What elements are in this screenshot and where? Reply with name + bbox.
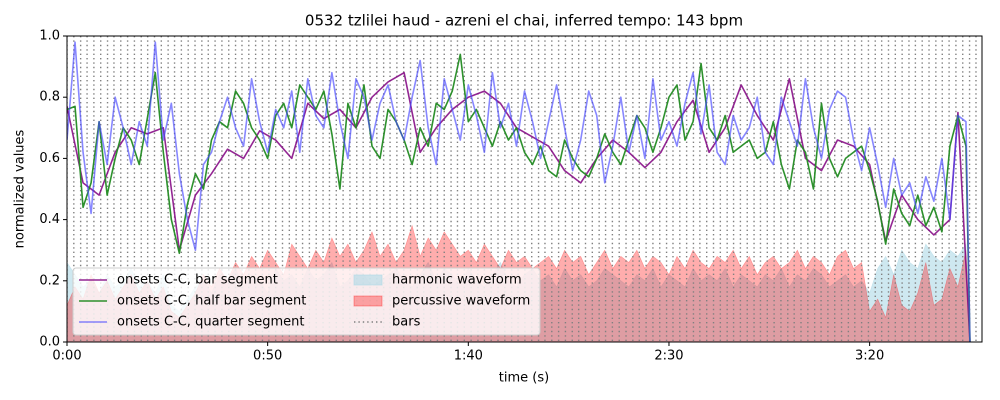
y-axis-label: normalized values <box>13 129 28 248</box>
onset-line <box>67 41 971 342</box>
legend-label: percussive waveform <box>392 294 530 309</box>
y-tick-label: 0.0 <box>39 335 60 350</box>
axes-frame <box>66 35 983 343</box>
y-tick-label: 1.0 <box>39 29 60 44</box>
x-tick-label: 2:30 <box>654 349 683 364</box>
legend-swatch <box>353 295 383 307</box>
legend-swatch <box>353 274 383 286</box>
legend: onsets C-C, bar segment onsets C-C, half … <box>72 267 541 336</box>
x-axis-label: time (s) <box>499 371 549 386</box>
y-tick-label: 0.2 <box>39 273 60 288</box>
x-tick-label: 0:00 <box>52 349 81 364</box>
x-tick-label: 3:20 <box>855 349 884 364</box>
x-tick-label: 0:50 <box>253 349 282 364</box>
y-tick-label: 0.8 <box>39 90 60 105</box>
y-tick-label: 0.4 <box>39 212 60 227</box>
legend-label: bars <box>392 315 421 330</box>
legend-label: onsets C-C, half bar segment <box>117 294 306 309</box>
legend-label: onsets C-C, quarter segment <box>117 315 304 330</box>
legend-box <box>72 267 541 336</box>
x-tick-label: 1:40 <box>454 349 483 364</box>
chart-title: 0532 tzlilei haud - azreni el chai, infe… <box>305 12 743 30</box>
y-tick-label: 0.6 <box>39 151 60 166</box>
legend-label: harmonic waveform <box>392 273 522 288</box>
legend-label: onsets C-C, bar segment <box>117 273 278 288</box>
